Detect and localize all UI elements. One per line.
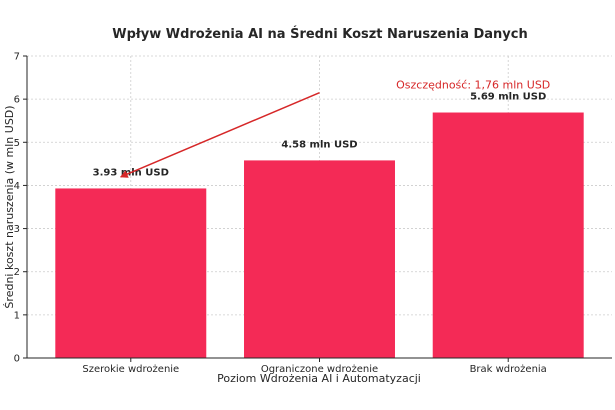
y-tick-label: 6 bbox=[14, 95, 20, 106]
y-tick-label: 2 bbox=[14, 267, 20, 278]
y-tick-label: 0 bbox=[14, 354, 20, 365]
bar bbox=[432, 112, 584, 358]
y-tick-label: 7 bbox=[14, 52, 20, 63]
bars-layer bbox=[55, 112, 584, 358]
axes-layer bbox=[23, 55, 612, 362]
bar-value-label: 5.69 mln USD bbox=[470, 92, 546, 103]
y-tick-label: 5 bbox=[14, 138, 20, 149]
annotation-layer: Oszczędność: 1,76 mln USD bbox=[119, 79, 550, 178]
bar bbox=[55, 188, 207, 358]
y-axis-label: Średni koszt naruszenia (w mln USD) bbox=[3, 105, 16, 308]
x-axis-label: Poziom Wdrożenia AI i Automatyzacji bbox=[217, 372, 421, 385]
x-tick-label: Szerokie wdrożenie bbox=[82, 364, 179, 375]
savings-annotation: Oszczędność: 1,76 mln USD bbox=[396, 79, 550, 92]
bar-value-label: 4.58 mln USD bbox=[281, 139, 357, 150]
savings-arrow bbox=[119, 91, 320, 178]
x-tick-label: Ograniczone wdrożenie bbox=[261, 364, 378, 375]
y-tick-label: 4 bbox=[14, 181, 20, 192]
bar bbox=[244, 160, 395, 358]
chart-title: Wpływ Wdrożenia AI na Średni Koszt Narus… bbox=[112, 26, 528, 42]
x-tick-label: Brak wdrożenia bbox=[470, 364, 547, 375]
y-tick-label: 3 bbox=[14, 224, 20, 235]
y-tick-label: 1 bbox=[14, 310, 20, 321]
